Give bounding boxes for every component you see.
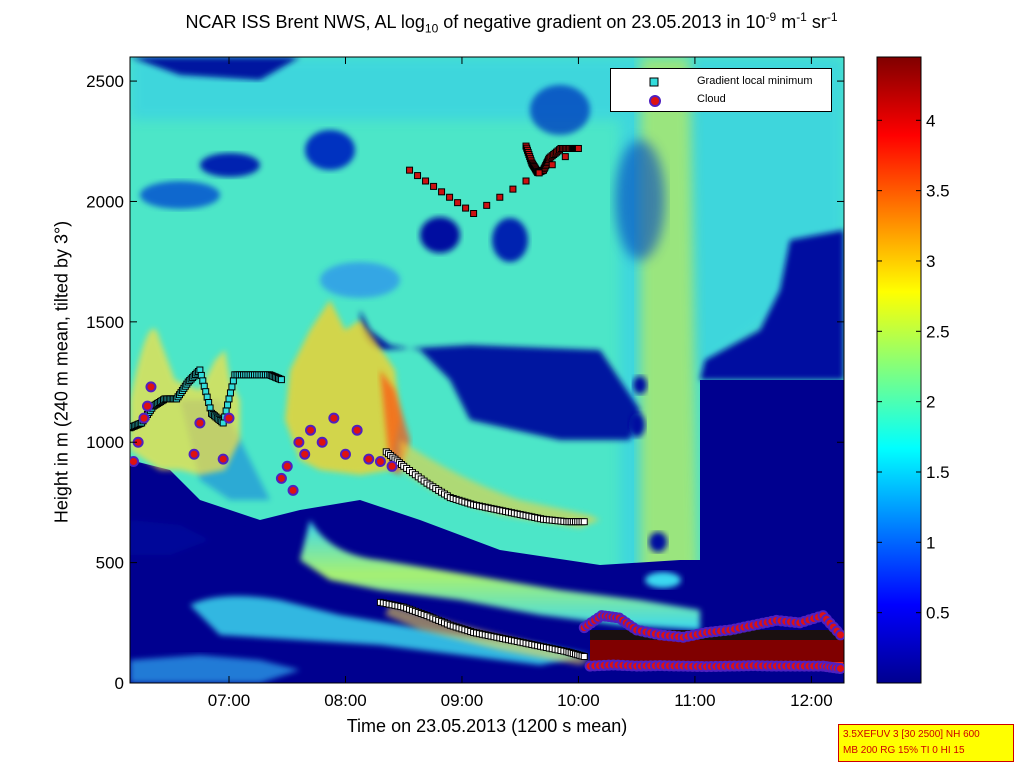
cloud-marker — [217, 453, 229, 465]
legend: Gradient local minimum Cloud — [610, 68, 832, 112]
gradient-minimum-marker — [414, 172, 422, 180]
colorbar-tick-label: 3.5 — [926, 182, 950, 201]
gradient-minimum-marker — [462, 204, 470, 212]
gradient-minimum-marker — [548, 161, 556, 169]
x-axis: 07:00 08:00 09:00 10:00 11:00 12:00 — [208, 57, 833, 710]
cloud-marker — [287, 484, 299, 496]
colorbar-tick-label: 3 — [926, 252, 935, 271]
gradient-minimum-marker — [277, 376, 285, 384]
data-markers — [130, 142, 844, 675]
plot-frame — [129, 56, 845, 684]
cloud-marker — [386, 460, 398, 472]
gradient-minimum-marker — [580, 518, 588, 526]
y-tick-label: 2000 — [86, 192, 124, 211]
cloud-marker — [374, 455, 386, 467]
cloud-marker — [835, 629, 844, 641]
cloud-marker — [188, 448, 200, 460]
gradient-minimum-marker — [574, 144, 582, 152]
y-tick-label: 0 — [115, 674, 124, 693]
gradient-minimum-marker — [446, 193, 454, 201]
gradient-minimum-marker — [229, 377, 237, 385]
gradient-minimum-marker — [535, 169, 543, 177]
legend-label-cloud: Cloud — [697, 93, 726, 105]
gradient-minimum-marker — [470, 210, 478, 217]
cloud-marker — [141, 400, 153, 412]
cloud-marker — [138, 412, 150, 424]
gradient-minimum-marker — [454, 199, 462, 207]
legend-item-gradient: Gradient local minimum — [611, 73, 831, 91]
y-tick-label: 1000 — [86, 433, 124, 452]
x-tick-label: 10:00 — [557, 691, 600, 710]
colorbar-tick-label: 0.5 — [926, 604, 950, 623]
gradient-minimum-marker — [430, 182, 438, 190]
chart-title: NCAR ISS Brent NWS, AL log10 of negative… — [185, 10, 838, 36]
x-tick-label: 11:00 — [674, 691, 715, 710]
colorbar-frame — [876, 56, 922, 684]
cloud-marker — [339, 448, 351, 460]
y-tick-label: 1500 — [86, 313, 124, 332]
settings-info-box: 3.5XEFUV 3 [30 2500] NH 600 MB 200 RG 15… — [838, 724, 1014, 762]
cloud-marker — [293, 436, 305, 448]
cloud-marker — [305, 424, 317, 436]
gradient-minimum-marker — [226, 389, 234, 397]
cloud-marker — [223, 412, 235, 424]
gradient-minimum-marker — [522, 177, 530, 185]
gradient-minimum-marker — [406, 166, 414, 174]
gradient-minimum-marker — [224, 401, 232, 409]
gradient-minimum-marker — [225, 395, 233, 403]
colorbar: 0.5 1 1.5 2 2.5 3 3.5 4 — [876, 56, 950, 684]
gradient-minimum-marker — [509, 185, 517, 193]
cloud-marker — [363, 453, 375, 465]
gradient-minimum-marker — [496, 193, 504, 201]
gradient-minimum-marker — [483, 201, 491, 209]
cloud-marker — [328, 412, 340, 424]
cloud-marker — [835, 663, 844, 675]
legend-label-gradient: Gradient local minimum — [697, 75, 813, 87]
cloud-marker — [281, 460, 293, 472]
colorbar-tick-label: 1.5 — [926, 463, 950, 482]
colorbar-ticks: 0.5 1 1.5 2 2.5 3 3.5 4 — [877, 111, 950, 623]
y-axis: 0 500 1000 1500 2000 2500 — [86, 72, 844, 693]
colorbar-scale — [877, 57, 921, 683]
y-axis-label: Height in m (240 m mean, tilted by 3°) — [51, 220, 72, 524]
x-tick-label: 07:00 — [208, 691, 251, 710]
y-tick-label: 500 — [96, 554, 124, 573]
legend-marker-circle — [649, 95, 661, 107]
cloud-marker — [316, 436, 328, 448]
heatmap-image — [130, 57, 844, 683]
x-tick-label: 09:00 — [441, 691, 484, 710]
x-axis-label: Time on 23.05.2013 (1200 s mean) — [346, 716, 628, 736]
gradient-minimum-marker — [438, 188, 446, 196]
info-line-2: MB 200 RG 15% TI 0 HI 15 — [843, 745, 965, 756]
cloud-marker — [194, 417, 206, 429]
x-tick-label: 08:00 — [324, 691, 367, 710]
gradient-minimum-marker — [580, 653, 588, 661]
cloud-marker — [275, 472, 287, 484]
colorbar-tick-label: 2 — [926, 393, 935, 412]
colorbar-tick-label: 2.5 — [926, 322, 950, 341]
legend-item-cloud: Cloud — [611, 91, 831, 109]
cloud-marker — [145, 381, 157, 393]
cloud-marker — [299, 448, 311, 460]
gradient-minimum-marker — [228, 383, 236, 391]
x-tick-label: 12:00 — [790, 691, 833, 710]
colorbar-tick-label: 4 — [926, 111, 935, 130]
colorbar-tick-label: 1 — [926, 533, 935, 552]
legend-marker-square — [649, 77, 659, 87]
gradient-minimum-marker — [422, 177, 430, 185]
cloud-marker — [351, 424, 363, 436]
gradient-minimum-marker — [561, 153, 569, 161]
y-tick-label: 2500 — [86, 72, 124, 91]
cloud-marker — [130, 455, 139, 467]
info-line-1: 3.5XEFUV 3 [30 2500] NH 600 — [843, 729, 980, 740]
